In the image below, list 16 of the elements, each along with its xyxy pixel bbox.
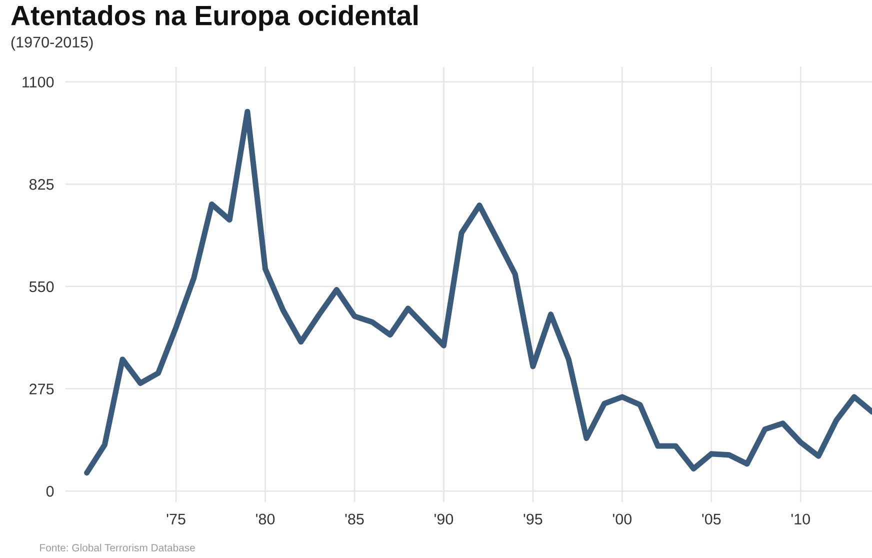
x-tick-label: '90 [434,514,454,525]
y-tick-label: 825 [29,179,54,190]
x-tick-label: '75 [166,514,186,525]
x-tick-label: '85 [345,514,364,525]
y-tick-label: 0 [46,486,54,497]
x-tick-label: '05 [702,514,721,525]
y-tick-label: 550 [29,281,54,292]
y-tick-label: 1100 [22,76,54,88]
x-tick-label: '10 [791,514,810,525]
chart-subtitle: (1970-2015) [11,36,93,51]
chart-title: Atentados na Europa ocidental [11,4,418,31]
x-tick-label: '00 [612,514,632,525]
y-tick-label: 275 [30,384,54,394]
x-tick-label: '95 [524,514,542,525]
x-tick-label: '80 [256,514,275,525]
source-note: Fonte: Global Terrorism Database [40,544,195,552]
